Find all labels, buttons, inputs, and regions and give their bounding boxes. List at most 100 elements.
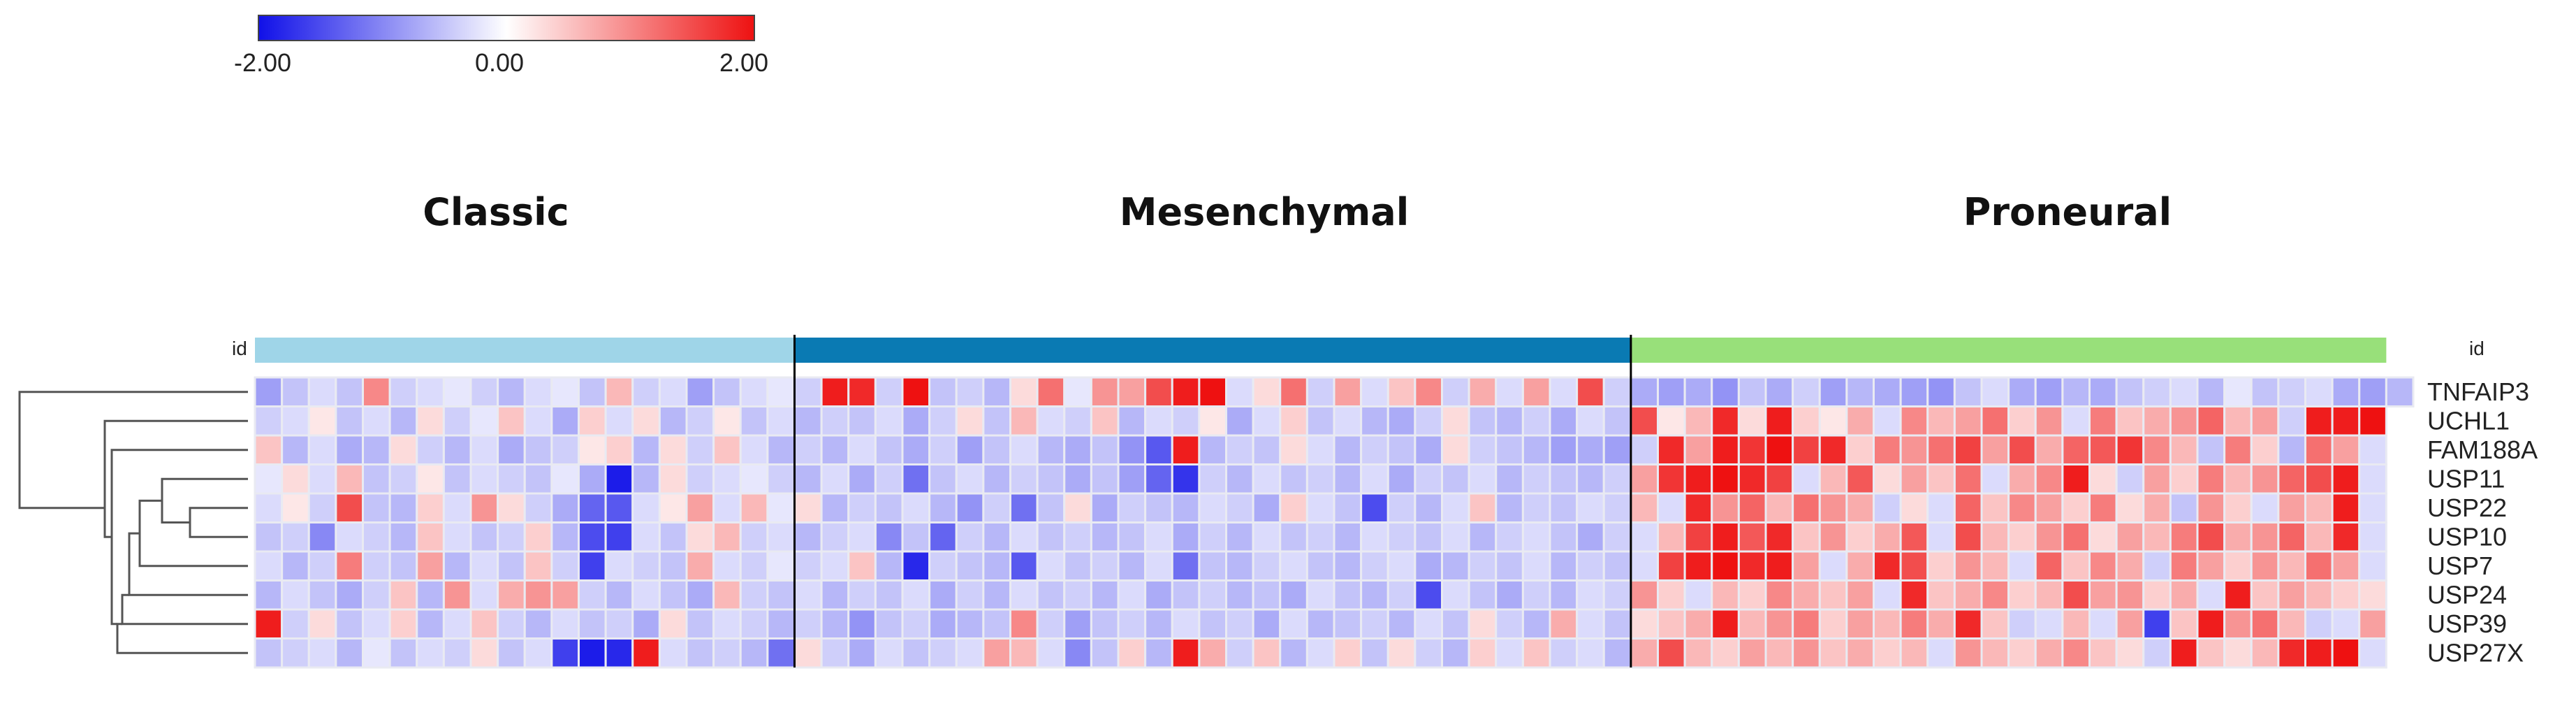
heatmap-cell [982, 550, 1011, 582]
heatmap-cell [388, 376, 418, 407]
heatmap-cell [1926, 521, 1956, 553]
heatmap-cell [1521, 434, 1551, 465]
heatmap-cell [416, 492, 445, 524]
heatmap-cell [928, 579, 958, 611]
heatmap-cell [2196, 376, 2226, 407]
heatmap-cell [362, 637, 391, 669]
heatmap-cell [1252, 376, 1282, 407]
heatmap-cell [1549, 405, 1579, 437]
heatmap-cell [1980, 637, 2010, 669]
heatmap-cell [793, 550, 823, 582]
heatmap-cell [1063, 463, 1092, 495]
heatmap-cell [1630, 550, 1659, 582]
dendrogram-branch [138, 499, 248, 568]
dendrogram-branch [161, 477, 248, 524]
heatmap-cell [1792, 521, 1821, 553]
heatmap-cell [2250, 405, 2280, 437]
heatmap-cell [1144, 492, 1173, 524]
heatmap-cell [793, 376, 823, 407]
heatmap-cell [766, 434, 796, 465]
heatmap-cell [2007, 521, 2037, 553]
heatmap-cell [1009, 637, 1039, 669]
heatmap-cell [847, 637, 877, 669]
heatmap-cell [1063, 434, 1092, 465]
heatmap-cell [307, 463, 337, 495]
heatmap-cell [1630, 463, 1659, 495]
heatmap-cell [2061, 521, 2091, 553]
heatmap-cell [254, 579, 284, 611]
heatmap-cell [1495, 492, 1524, 524]
heatmap-cell [2196, 521, 2226, 553]
heatmap-cell [1305, 579, 1335, 611]
heatmap-cell [1360, 579, 1389, 611]
heatmap-cell [1090, 492, 1120, 524]
heatmap-cell [362, 579, 391, 611]
heatmap-cell [1521, 550, 1551, 582]
heatmap-cell [901, 521, 931, 553]
heatmap-cell [982, 376, 1011, 407]
heatmap-cell [739, 521, 769, 553]
heatmap-cell [1549, 521, 1579, 553]
heatmap-cell [2331, 579, 2361, 611]
heatmap-cell [281, 579, 310, 611]
heatmap-cell [1873, 405, 1902, 437]
heatmap-cell [523, 434, 553, 465]
heatmap-cell [1953, 463, 1983, 495]
heatmap-cell [631, 550, 661, 582]
heatmap-cell [2358, 492, 2387, 524]
heatmap-cell [1899, 579, 1929, 611]
heatmap-cell [2169, 608, 2199, 640]
heatmap-cell [307, 434, 337, 465]
heatmap-cell [2115, 637, 2145, 669]
heatmap-cell [1737, 550, 1767, 582]
heatmap-cell [2277, 550, 2306, 582]
heatmap-cell [1549, 550, 1579, 582]
heatmap-cell [1009, 463, 1039, 495]
heatmap-cell [1549, 463, 1579, 495]
heatmap-cell [2007, 492, 2037, 524]
heatmap-cell [928, 463, 958, 495]
heatmap-cell [1279, 405, 1308, 437]
heatmap-cell [1009, 492, 1039, 524]
heatmap-cell [307, 637, 337, 669]
heatmap-cell [982, 492, 1011, 524]
heatmap-cell [1360, 405, 1389, 437]
heatmap-cell [2061, 434, 2091, 465]
heatmap-cell [1468, 521, 1498, 553]
heatmap-cell [1792, 463, 1821, 495]
heatmap-cell [1144, 463, 1173, 495]
heatmap-cell [685, 521, 715, 553]
heatmap-cell [1926, 608, 1956, 640]
heatmap-cell [2304, 463, 2334, 495]
heatmap-cell [1602, 463, 1632, 495]
heatmap-cell [1899, 405, 1929, 437]
heatmap-cell [335, 376, 364, 407]
heatmap-cell [928, 637, 958, 669]
heatmap-cell [2250, 579, 2280, 611]
heatmap-cell [1630, 405, 1659, 437]
heatmap-cell [1845, 434, 1875, 465]
heatmap-cell [2277, 579, 2306, 611]
heatmap-cell [1495, 579, 1524, 611]
heatmap-cell [1711, 608, 1740, 640]
heatmap-cell [1360, 608, 1389, 640]
heatmap-cell [1764, 463, 1794, 495]
id-label-right: id [2469, 338, 2484, 359]
heatmap-cell [1818, 550, 1848, 582]
heatmap-cell [469, 637, 499, 669]
heatmap-cell [1333, 550, 1363, 582]
heatmap-cell [1737, 463, 1767, 495]
heatmap-cell [2007, 550, 2037, 582]
dendrogram-branch [121, 593, 248, 626]
heatmap-cell [1873, 376, 1902, 407]
heatmap-cell [2169, 434, 2199, 465]
heatmap-cell [1279, 434, 1308, 465]
heatmap-cell [631, 608, 661, 640]
heatmap-cell [955, 637, 985, 669]
heatmap-cell [2277, 405, 2306, 437]
heatmap-cell [874, 463, 904, 495]
heatmap-cell [1441, 376, 1470, 407]
heatmap-cell [1576, 376, 1605, 407]
heatmap-cell [1171, 579, 1201, 611]
heatmap-cell [2142, 637, 2172, 669]
